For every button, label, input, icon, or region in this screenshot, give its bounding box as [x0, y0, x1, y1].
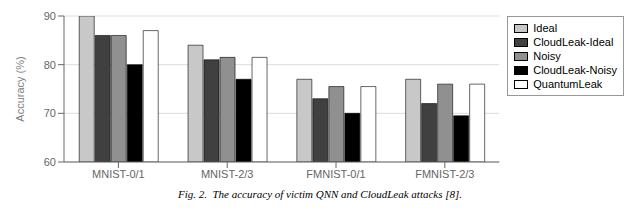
- html-text:QuantumLeak: QuantumLeak: [533, 78, 603, 90]
- html-text:Fig. 2. The accuracy of victim: Fig. 2. The accuracy of victim QNN and C…: [177, 188, 463, 200]
- svg-text:80: 80: [44, 59, 56, 71]
- svg-text:MNIST-2/3: MNIST-2/3: [201, 168, 254, 180]
- svg-text:Accuracy (%): Accuracy (%): [14, 56, 26, 121]
- svg-text:70: 70: [44, 107, 56, 119]
- html-text:CloudLeak-Noisy: CloudLeak-Noisy: [533, 64, 617, 76]
- svg-text:FMNIST-0/1: FMNIST-0/1: [306, 168, 365, 180]
- svg-text:90: 90: [44, 10, 56, 22]
- html-text:CloudLeak-Ideal: CloudLeak-Ideal: [533, 36, 614, 48]
- svg-text:FMNIST-2/3: FMNIST-2/3: [415, 168, 474, 180]
- html-text:Ideal: Ideal: [533, 22, 558, 34]
- svg-text:60: 60: [44, 156, 56, 168]
- svg-text:MNIST-0/1: MNIST-0/1: [92, 168, 145, 180]
- html-text:Noisy: Noisy: [533, 50, 561, 62]
